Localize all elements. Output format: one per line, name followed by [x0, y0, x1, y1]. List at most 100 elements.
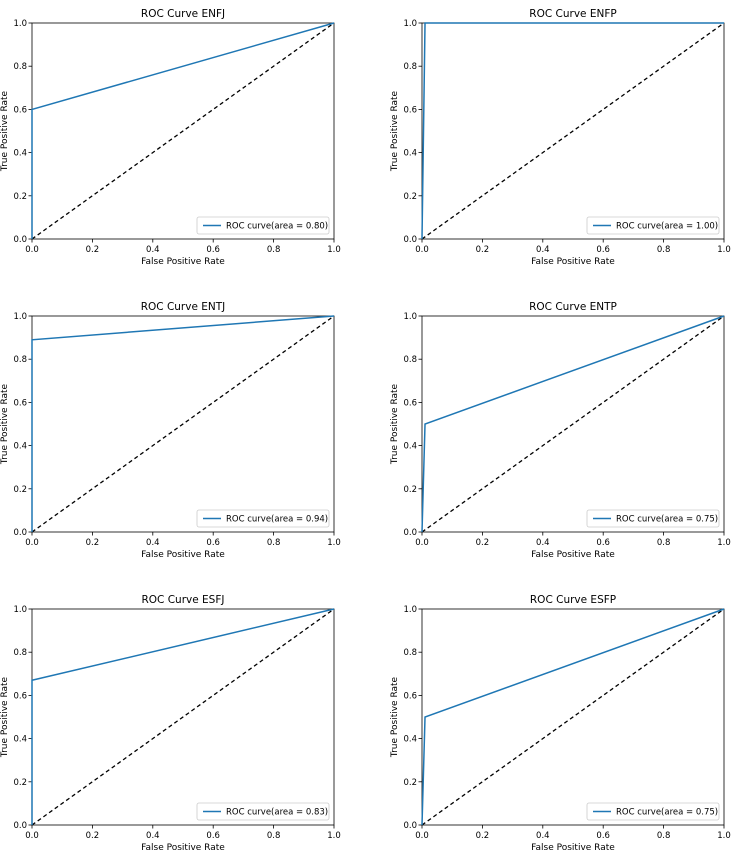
chance-diagonal-line [421, 22, 725, 240]
y-tick-label: 0.8 [13, 355, 27, 365]
roc-curve-line [421, 315, 725, 533]
y-tick-label: 0.2 [403, 192, 417, 202]
x-axis-label: False Positive Rate [531, 257, 615, 267]
roc-curve-line [421, 22, 724, 240]
y-tick-label: 0.4 [13, 735, 27, 745]
chance-diagonal-line [31, 22, 335, 240]
legend-label: ROC curve(area = 0.83) [226, 808, 328, 818]
x-tick-label: 0.2 [476, 245, 490, 255]
legend: ROC curve(area = 0.94) [196, 509, 330, 528]
legend-box [196, 216, 330, 235]
x-tick-label: 0.2 [86, 538, 100, 548]
chance-diagonal-line [421, 608, 725, 826]
legend-label: ROC curve(area = 1.00) [616, 222, 718, 232]
y-tick-label: 0.8 [403, 648, 417, 658]
y-tick-label: 0.4 [13, 442, 27, 452]
y-tick-label: 0.4 [403, 735, 417, 745]
y-tick-label: 1.0 [403, 605, 417, 615]
y-tick-label: 0.4 [13, 149, 27, 159]
y-tick-label: 1.0 [13, 312, 27, 322]
y-axis-label: True Positive Rate [390, 90, 400, 172]
x-tick-label: 0.6 [206, 831, 220, 841]
y-tick-label: 0.6 [403, 105, 417, 115]
y-axis-label: True Positive Rate [0, 676, 10, 758]
y-tick-label: 0.8 [13, 62, 27, 72]
y-tick-label: 0.0 [403, 235, 417, 245]
x-tick-label: 0.8 [657, 245, 671, 255]
x-tick-label: 0.2 [476, 538, 490, 548]
x-tick-label: 0.4 [146, 831, 160, 841]
y-tick-label: 0.2 [13, 192, 27, 202]
legend-box [586, 509, 720, 528]
y-tick-label: 0.6 [13, 105, 27, 115]
x-axis-label: False Positive Rate [141, 843, 225, 850]
y-tick-label: 1.0 [13, 605, 27, 615]
x-tick-label: 0.8 [267, 538, 281, 548]
roc-curve-line [421, 608, 725, 826]
x-tick-label: 0.4 [146, 538, 160, 548]
x-tick-label: 0.4 [536, 245, 550, 255]
x-axis-label: False Positive Rate [141, 550, 225, 560]
y-tick-label: 1.0 [403, 19, 417, 29]
legend-box [196, 802, 330, 821]
x-axis-label: False Positive Rate [141, 257, 225, 267]
x-tick-label: 0.4 [536, 831, 550, 841]
legend: ROC curve(area = 1.00) [586, 216, 720, 235]
y-tick-label: 0.4 [403, 442, 417, 452]
legend-label: ROC curve(area = 0.80) [226, 222, 328, 232]
legend: ROC curve(area = 0.75) [586, 509, 720, 528]
chance-diagonal-line [31, 608, 335, 826]
x-tick-label: 0.0 [25, 538, 39, 548]
y-tick-label: 0.2 [13, 485, 27, 495]
x-tick-label: 0.2 [476, 831, 490, 841]
legend-box [586, 802, 720, 821]
y-tick-label: 0.6 [403, 398, 417, 408]
x-tick-label: 0.6 [206, 538, 220, 548]
y-tick-label: 0.0 [13, 821, 27, 831]
x-tick-label: 1.0 [327, 245, 341, 255]
chance-diagonal-line [31, 315, 335, 533]
y-tick-label: 0.2 [13, 778, 27, 788]
x-tick-label: 0.4 [146, 245, 160, 255]
chance-diagonal-line [421, 315, 725, 533]
x-tick-label: 0.0 [415, 245, 429, 255]
roc-curve-line [31, 608, 335, 825]
roc-chart-4: ROC Curve ENTP 0.0 0.2 0.4 0.6 0.8 1.0 0.0 0.2 0.… [390, 301, 731, 560]
y-tick-label: 0.4 [403, 149, 417, 159]
x-tick-label: 0.0 [25, 831, 39, 841]
x-axis-label: False Positive Rate [531, 550, 615, 560]
legend: ROC curve(area = 0.80) [196, 216, 330, 235]
legend: ROC curve(area = 0.75) [586, 802, 720, 821]
x-tick-label: 0.4 [536, 538, 550, 548]
legend-label: ROC curve(area = 0.75) [616, 808, 718, 818]
y-axis-label: True Positive Rate [390, 383, 400, 465]
y-tick-label: 1.0 [13, 19, 27, 29]
roc-chart-3: ROC Curve ENTJ 0.0 0.2 0.4 0.6 0.8 1.0 0.0 0.2 0.… [0, 301, 341, 560]
legend: ROC curve(area = 0.83) [196, 802, 330, 821]
y-tick-label: 0.0 [403, 528, 417, 538]
x-tick-label: 0.8 [657, 538, 671, 548]
x-tick-label: 0.6 [596, 538, 610, 548]
roc-chart-5: ROC Curve ESFJ 0.0 0.2 0.4 0.6 0.8 1.0 0.0 0.2 0.… [0, 594, 341, 850]
y-tick-label: 0.8 [403, 62, 417, 72]
y-tick-label: 0.8 [13, 648, 27, 658]
x-tick-label: 0.6 [206, 245, 220, 255]
y-tick-label: 0.2 [403, 485, 417, 495]
x-tick-label: 1.0 [717, 245, 731, 255]
legend-label: ROC curve(area = 0.75) [616, 515, 718, 525]
chart-title: ROC Curve ENTJ [141, 301, 226, 313]
y-tick-label: 0.8 [403, 355, 417, 365]
x-tick-label: 0.8 [267, 831, 281, 841]
roc-chart-1: ROC Curve ENFJ 0.0 0.2 0.4 0.6 0.8 1.0 0.0 0.2 0.… [0, 8, 341, 267]
roc-chart-2: ROC Curve ENFP 0.0 0.2 0.4 0.6 0.8 1.0 0.0 0.2 0.… [390, 8, 731, 267]
y-tick-label: 0.0 [13, 528, 27, 538]
y-tick-label: 0.6 [13, 398, 27, 408]
x-tick-label: 0.6 [596, 245, 610, 255]
legend-box [586, 216, 720, 235]
chart-title: ROC Curve ESFJ [142, 594, 225, 606]
x-tick-label: 0.8 [267, 245, 281, 255]
y-tick-label: 0.2 [403, 778, 417, 788]
x-tick-label: 0.2 [86, 245, 100, 255]
x-tick-label: 1.0 [717, 538, 731, 548]
y-tick-label: 0.0 [13, 235, 27, 245]
